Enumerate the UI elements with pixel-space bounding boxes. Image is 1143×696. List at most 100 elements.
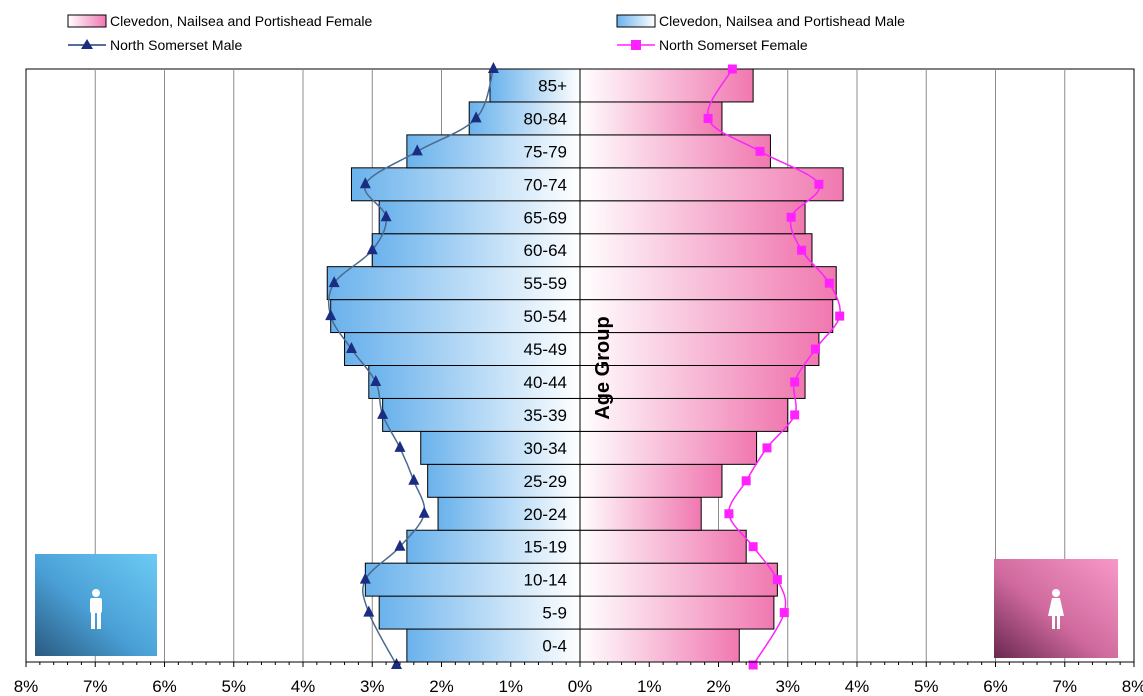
female-bar (579, 365, 806, 399)
female-icon-leg (1057, 616, 1060, 629)
ns-female-point (724, 509, 734, 519)
legend: Clevedon, Nailsea and Portishead Female … (67, 13, 905, 53)
category-label: 0-4 (542, 637, 567, 656)
x-tick-label: 5% (221, 677, 246, 696)
male-bar (330, 299, 581, 334)
ns-male-point (345, 342, 357, 354)
x-tick-label: 2% (706, 677, 731, 696)
x-tick-label: 8% (14, 677, 39, 696)
x-tick-label: 7% (1052, 677, 1077, 696)
ns-male-point (325, 309, 337, 321)
category-label: 5-9 (542, 604, 567, 623)
ns-female-point (779, 608, 789, 618)
bars (326, 68, 844, 663)
ns-female-point (727, 64, 737, 74)
x-tick-label: 3% (360, 677, 385, 696)
ns-male-point (366, 243, 378, 255)
category-label: 65-69 (524, 208, 567, 227)
category-label: 75-79 (524, 142, 567, 161)
legend-entry-female-area: Clevedon, Nailsea and Portishead Female (67, 13, 372, 29)
x-tick-label: 6% (983, 677, 1008, 696)
gender-tiles (35, 554, 1118, 658)
category-label: 85+ (538, 76, 567, 95)
female-bar (579, 167, 844, 202)
category-label: 60-64 (524, 241, 567, 260)
ns-female-point (824, 278, 834, 288)
legend-label-male-area: Clevedon, Nailsea and Portishead Male (659, 13, 905, 29)
female-bar (579, 233, 813, 268)
male-bar (420, 430, 581, 465)
legend-swatch-female-area (67, 14, 107, 28)
category-label: 35-39 (524, 406, 567, 425)
female-icon-dress (1048, 598, 1064, 616)
female-bar (579, 266, 837, 301)
category-label: 15-19 (524, 538, 567, 557)
ns-female-point (790, 410, 800, 420)
female-bar (579, 562, 778, 597)
ns-female-point (748, 660, 758, 670)
ns-male-point (390, 658, 402, 669)
ns-male-point (370, 374, 382, 386)
ns-male-point (487, 62, 499, 73)
legend-swatch-male-area (616, 14, 656, 28)
female-bar (579, 101, 723, 136)
ns-male-point (328, 276, 340, 288)
category-label: 40-44 (524, 373, 567, 392)
series-lines (325, 62, 845, 670)
x-tick-label: 3% (775, 677, 800, 696)
male-bar (368, 365, 581, 399)
ns-female-point (741, 476, 751, 486)
ns-male-point (359, 177, 371, 189)
category-label: 70-74 (524, 175, 567, 194)
male-icon-body (90, 598, 102, 613)
x-tick-label: 8% (1122, 677, 1143, 696)
x-tick-label: 4% (845, 677, 870, 696)
x-tick-label: 6% (152, 677, 177, 696)
x-tick-label: 1% (498, 677, 523, 696)
ns-male-point (470, 111, 482, 123)
x-tick-label: 1% (637, 677, 662, 696)
ns-female-point (810, 344, 820, 354)
male-bar (468, 101, 581, 136)
legend-marker-ns-male (81, 39, 93, 49)
category-label: 50-54 (524, 307, 567, 326)
female-icon-leg (1052, 616, 1055, 629)
female-bar (579, 200, 806, 235)
ns-male-point (363, 605, 375, 617)
ns-female-point (772, 575, 782, 585)
ns-male-point (394, 539, 406, 551)
male-icon-leg (97, 613, 101, 629)
male-bar (326, 266, 581, 301)
ns-male-point (418, 506, 430, 518)
male-bar (406, 134, 581, 169)
x-tick-label: 5% (914, 677, 939, 696)
female-bar (579, 68, 754, 103)
female-bar (579, 134, 771, 169)
y-axis-label: Age Group (592, 316, 614, 419)
ns-female-point (755, 146, 765, 156)
male-bar (364, 562, 581, 597)
female-bar (579, 529, 747, 564)
male-bar (344, 332, 581, 366)
legend-label-ns-female: North Somerset Female (659, 37, 808, 53)
ns-male-point (408, 473, 420, 485)
category-label: 30-34 (524, 439, 567, 458)
ns-female-point (762, 443, 772, 453)
male-bar (378, 200, 581, 235)
male-icon-head (92, 589, 100, 597)
male-bar (489, 68, 581, 103)
ns-male-point (380, 210, 392, 222)
male-icon-leg (91, 613, 95, 629)
x-tick-label: 0% (568, 677, 593, 696)
female-bar (579, 496, 702, 531)
x-tick-label: 4% (291, 677, 316, 696)
male-bar (427, 463, 581, 498)
female-person-icon (1048, 589, 1064, 629)
female-bar (579, 463, 723, 498)
ns-male-point (394, 440, 406, 452)
female-icon-head (1052, 589, 1060, 597)
male-person-icon (90, 589, 102, 629)
female-bar (579, 595, 775, 630)
x-axis: 8% 7% 6% 5% 4% 3% 2% 1% 0% 1% 2% 3% 4% 5% 6% 7% 8% (14, 661, 1143, 696)
legend-entry-ns-female: North Somerset Female (617, 37, 808, 53)
